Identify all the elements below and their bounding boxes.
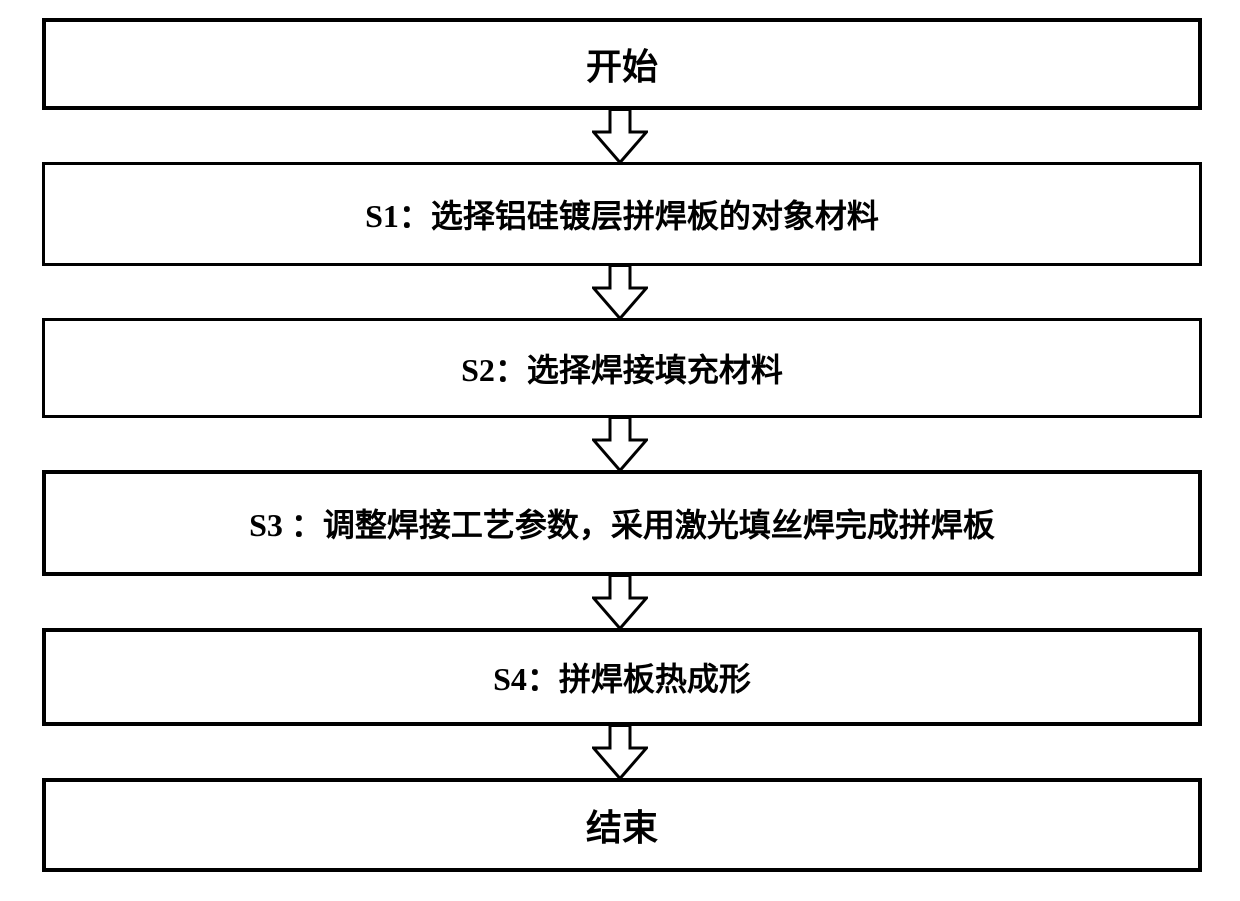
down-arrow-icon: [592, 264, 648, 320]
flow-step-s2: S2：选择焊接填充材料: [42, 318, 1202, 418]
flow-step-s1: S1：选择铝硅镀层拼焊板的对象材料: [42, 162, 1202, 266]
flow-step-s3: S3 ：调整焊接工艺参数，采用激光填丝焊完成拼焊板: [42, 470, 1202, 576]
flow-step-label: S2：选择焊接填充材料: [461, 345, 783, 391]
flow-arrow: [0, 724, 1240, 780]
down-arrow-icon: [592, 724, 648, 780]
down-arrow-icon: [592, 574, 648, 630]
flow-step-label: S1：选择铝硅镀层拼焊板的对象材料: [365, 191, 879, 237]
flow-step-label: S4：拼焊板热成形: [493, 654, 751, 700]
flowchart-container: 开始 S1：选择铝硅镀层拼焊板的对象材料 S2：选择焊接填充材料 S3 ：调整焊…: [0, 0, 1240, 872]
down-arrow-icon: [592, 108, 648, 164]
flow-arrow: [0, 108, 1240, 164]
flow-arrow: [0, 574, 1240, 630]
flow-arrow: [0, 416, 1240, 472]
flow-step-end: 结束: [42, 778, 1202, 872]
flow-step-start: 开始: [42, 18, 1202, 110]
flow-step-label: 结束: [586, 799, 658, 851]
down-arrow-icon: [592, 416, 648, 472]
flow-arrow: [0, 264, 1240, 320]
flow-step-label: S3 ：调整焊接工艺参数，采用激光填丝焊完成拼焊板: [249, 500, 995, 546]
flow-step-label: 开始: [586, 38, 658, 90]
flow-step-s4: S4：拼焊板热成形: [42, 628, 1202, 726]
